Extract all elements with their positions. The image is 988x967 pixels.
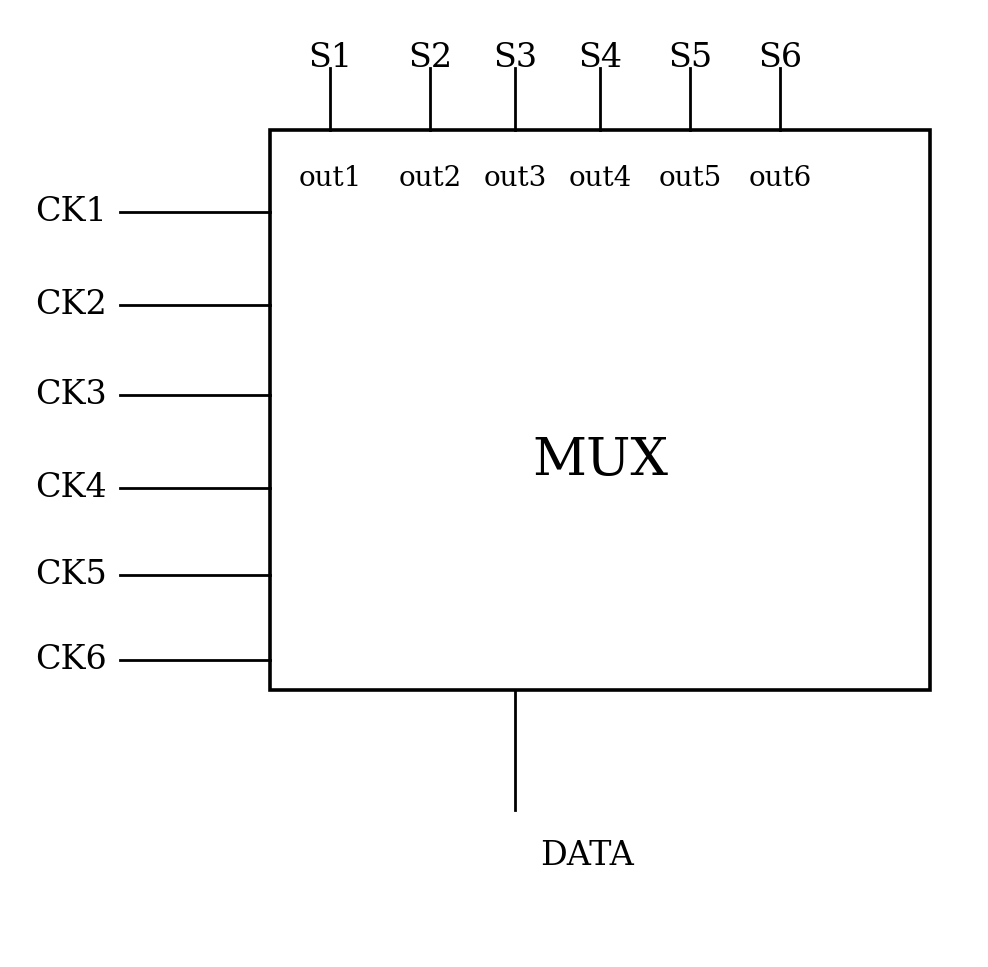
Text: CK5: CK5	[35, 559, 107, 591]
Bar	[270, 130, 930, 690]
Text: CK2: CK2	[35, 289, 107, 321]
Text: MUX: MUX	[532, 434, 668, 485]
Text: DATA: DATA	[540, 840, 634, 872]
Text: S5: S5	[668, 42, 712, 74]
Text: S3: S3	[493, 42, 537, 74]
Text: S6: S6	[758, 42, 802, 74]
Text: S1: S1	[308, 42, 352, 74]
Text: out6: out6	[748, 164, 811, 191]
Text: out2: out2	[398, 164, 461, 191]
Text: S4: S4	[578, 42, 622, 74]
Text: out1: out1	[298, 164, 362, 191]
Text: CK3: CK3	[35, 379, 107, 411]
Text: out5: out5	[658, 164, 721, 191]
Text: out4: out4	[568, 164, 631, 191]
Text: CK6: CK6	[35, 644, 107, 676]
Text: out3: out3	[483, 164, 546, 191]
Text: CK4: CK4	[35, 472, 107, 504]
Text: CK1: CK1	[35, 196, 107, 228]
Text: S2: S2	[408, 42, 453, 74]
